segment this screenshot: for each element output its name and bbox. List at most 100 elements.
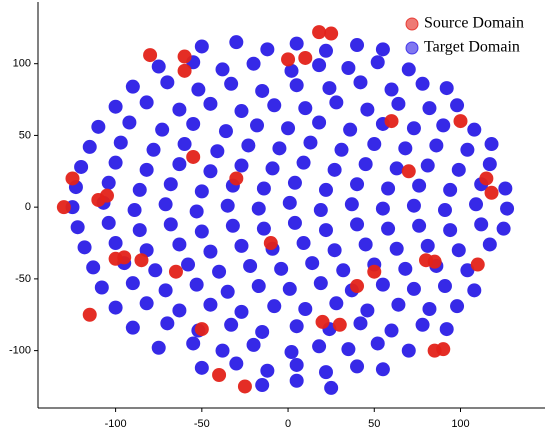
- point: [186, 149, 201, 164]
- point: [318, 365, 333, 380]
- point: [163, 177, 178, 192]
- point: [350, 279, 365, 294]
- point: [467, 283, 482, 298]
- point: [203, 244, 218, 259]
- point: [212, 264, 227, 279]
- point: [151, 340, 166, 355]
- point: [303, 135, 318, 150]
- point: [160, 75, 175, 90]
- point: [312, 115, 327, 130]
- point: [203, 164, 218, 179]
- point: [289, 357, 304, 372]
- point: [439, 81, 454, 96]
- point: [108, 251, 123, 266]
- x-tick-label: 50: [368, 418, 380, 430]
- point: [375, 201, 390, 216]
- point: [160, 316, 175, 331]
- point: [194, 224, 209, 239]
- point: [298, 302, 313, 317]
- point: [108, 155, 123, 170]
- point: [460, 263, 475, 278]
- point: [384, 323, 399, 338]
- point: [256, 181, 271, 196]
- point: [289, 373, 304, 388]
- point: [265, 161, 280, 176]
- point: [336, 263, 351, 278]
- point: [343, 122, 358, 137]
- point: [260, 363, 275, 378]
- point: [329, 296, 344, 311]
- point: [367, 264, 382, 279]
- point: [289, 78, 304, 93]
- legend-marker: [405, 41, 419, 55]
- point: [255, 324, 270, 339]
- point: [350, 217, 365, 232]
- point: [312, 339, 327, 354]
- point: [158, 283, 173, 298]
- point: [243, 258, 258, 273]
- point: [70, 220, 85, 235]
- point: [327, 243, 342, 258]
- point: [375, 42, 390, 57]
- legend-label: Source Domain: [424, 15, 524, 32]
- point: [186, 336, 201, 351]
- point: [94, 280, 109, 295]
- point: [375, 277, 390, 292]
- point: [341, 342, 356, 357]
- point: [212, 368, 227, 383]
- point: [460, 142, 475, 157]
- point: [360, 102, 375, 117]
- point: [203, 96, 218, 111]
- point: [158, 197, 173, 212]
- point: [74, 159, 89, 174]
- point: [370, 336, 385, 351]
- point: [315, 314, 330, 329]
- point: [215, 343, 230, 358]
- point: [324, 380, 339, 395]
- point: [194, 39, 209, 54]
- point: [125, 79, 140, 94]
- point: [450, 299, 465, 314]
- point: [250, 118, 265, 133]
- legend-label: Target Domain: [424, 39, 520, 56]
- point: [484, 137, 499, 152]
- point: [127, 203, 142, 218]
- point: [99, 188, 114, 203]
- point: [203, 297, 218, 312]
- point: [322, 81, 337, 96]
- point: [86, 260, 101, 275]
- y-tick-label: 0: [25, 201, 31, 213]
- point: [353, 316, 368, 331]
- point: [353, 75, 368, 90]
- point: [298, 50, 313, 65]
- point: [401, 343, 416, 358]
- point: [375, 362, 390, 377]
- point: [56, 200, 71, 215]
- x-tick-label: 100: [451, 418, 469, 430]
- point: [284, 63, 299, 78]
- point: [406, 198, 421, 213]
- point: [82, 307, 97, 322]
- point: [177, 63, 192, 78]
- point: [350, 359, 365, 374]
- point: [229, 35, 244, 50]
- point: [246, 337, 261, 352]
- point: [334, 142, 349, 157]
- point: [358, 237, 373, 252]
- point: [101, 215, 116, 230]
- point: [151, 59, 166, 74]
- point: [389, 161, 404, 176]
- point: [298, 101, 313, 116]
- point: [437, 203, 452, 218]
- point: [234, 238, 249, 253]
- point: [437, 279, 452, 294]
- point: [450, 98, 465, 113]
- point: [500, 201, 515, 216]
- point: [282, 195, 297, 210]
- point: [367, 137, 382, 152]
- point: [220, 284, 235, 299]
- point: [139, 95, 154, 110]
- point: [318, 182, 333, 197]
- point: [234, 158, 249, 173]
